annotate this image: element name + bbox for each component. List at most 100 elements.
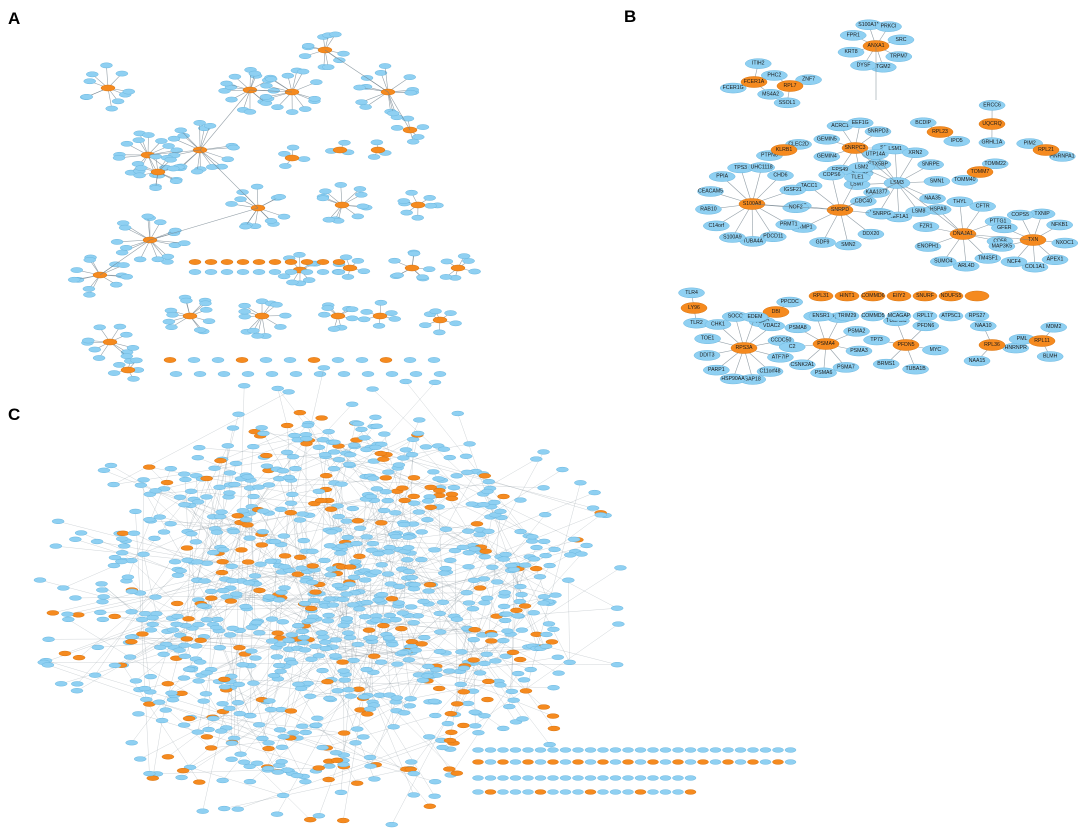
hub-node <box>293 554 307 560</box>
node-ellipse <box>762 306 790 318</box>
hub-node <box>385 596 399 602</box>
gene-node <box>455 649 468 655</box>
gene-node <box>253 630 266 636</box>
gene-node <box>293 517 307 523</box>
node-ellipse <box>612 621 625 627</box>
gene-node <box>264 218 278 224</box>
hub-node <box>497 493 510 500</box>
node-ellipse <box>659 789 672 795</box>
hub-node <box>193 779 206 785</box>
node-ellipse <box>377 622 390 629</box>
node-label: RPL11 <box>1034 338 1050 344</box>
gene-node <box>262 482 276 488</box>
node-ellipse <box>110 239 124 245</box>
node-ellipse <box>225 740 239 746</box>
hub-node <box>457 689 471 695</box>
node-ellipse <box>659 759 672 765</box>
gene-node <box>191 499 205 505</box>
node-ellipse <box>594 512 607 518</box>
node-ellipse <box>225 96 238 103</box>
node-ellipse <box>443 668 456 674</box>
gene-node <box>292 623 305 629</box>
node-ellipse <box>325 529 338 535</box>
node-ellipse <box>273 194 287 200</box>
gene-node <box>326 602 340 608</box>
hub-node <box>319 473 333 479</box>
node-ellipse <box>719 82 747 94</box>
node-ellipse <box>153 644 167 651</box>
node-ellipse <box>303 817 317 823</box>
gene-node <box>237 383 251 389</box>
gene-node <box>141 213 154 220</box>
node-ellipse <box>926 126 954 138</box>
gene-node <box>170 147 183 154</box>
node-ellipse <box>450 701 464 707</box>
node-ellipse <box>120 140 134 147</box>
node-ellipse <box>236 508 250 514</box>
node-ellipse <box>223 632 237 638</box>
node-ellipse <box>191 499 205 505</box>
gene-node <box>432 476 445 482</box>
gene-node: LSM2 <box>848 162 875 173</box>
node-ellipse <box>545 639 559 645</box>
gene-node: VDAC2 <box>758 320 785 332</box>
node-ellipse <box>61 611 74 617</box>
gene-node <box>784 747 797 753</box>
hub-node <box>58 650 72 657</box>
node-ellipse <box>259 357 273 363</box>
hub-node <box>309 589 322 595</box>
gene-node <box>110 239 124 245</box>
node-ellipse <box>383 612 397 619</box>
gene-node <box>252 722 266 728</box>
gene-node <box>329 750 343 756</box>
gene-node <box>622 775 634 781</box>
node-ellipse <box>472 759 484 765</box>
node-ellipse <box>703 364 730 376</box>
node-ellipse <box>216 701 229 707</box>
node-ellipse <box>344 564 357 570</box>
gene-node <box>200 494 213 500</box>
hub-node <box>377 622 390 629</box>
node-ellipse <box>370 146 386 154</box>
gene-node <box>416 274 429 281</box>
gene-node <box>597 775 609 781</box>
gene-node <box>82 286 96 292</box>
node-ellipse <box>221 156 235 163</box>
node-ellipse <box>480 651 493 657</box>
node-ellipse <box>938 290 964 302</box>
node-ellipse <box>772 747 784 753</box>
gene-node <box>189 539 203 545</box>
gene-node <box>210 529 224 535</box>
node-ellipse <box>634 789 647 795</box>
node-ellipse <box>496 725 510 732</box>
gene-node <box>306 579 319 586</box>
hub-node <box>684 789 697 795</box>
gene-node <box>120 140 134 147</box>
node-ellipse <box>428 547 441 553</box>
gene-node <box>501 628 514 634</box>
node-ellipse <box>473 670 487 676</box>
node-ellipse <box>497 759 509 765</box>
node-ellipse <box>868 208 895 220</box>
node-ellipse <box>533 574 547 580</box>
node-ellipse <box>159 707 173 713</box>
gene-node <box>104 462 118 469</box>
gene-node <box>277 213 291 220</box>
hub-node <box>534 789 547 795</box>
hub-node <box>321 679 334 685</box>
node-ellipse <box>327 449 341 455</box>
hub-node: RPL36 <box>978 339 1006 351</box>
hub-node <box>423 582 437 588</box>
gene-node <box>331 582 345 589</box>
gene-node <box>390 125 404 131</box>
node-ellipse <box>424 202 437 209</box>
gene-node <box>310 79 323 85</box>
gene-node <box>113 362 126 368</box>
gene-node <box>243 535 256 541</box>
node-ellipse <box>300 436 313 442</box>
gene-node <box>389 533 403 540</box>
gene-node: TOE1 <box>694 333 721 344</box>
gene-node <box>208 465 221 471</box>
node-ellipse <box>478 660 491 667</box>
node-ellipse <box>472 789 484 795</box>
